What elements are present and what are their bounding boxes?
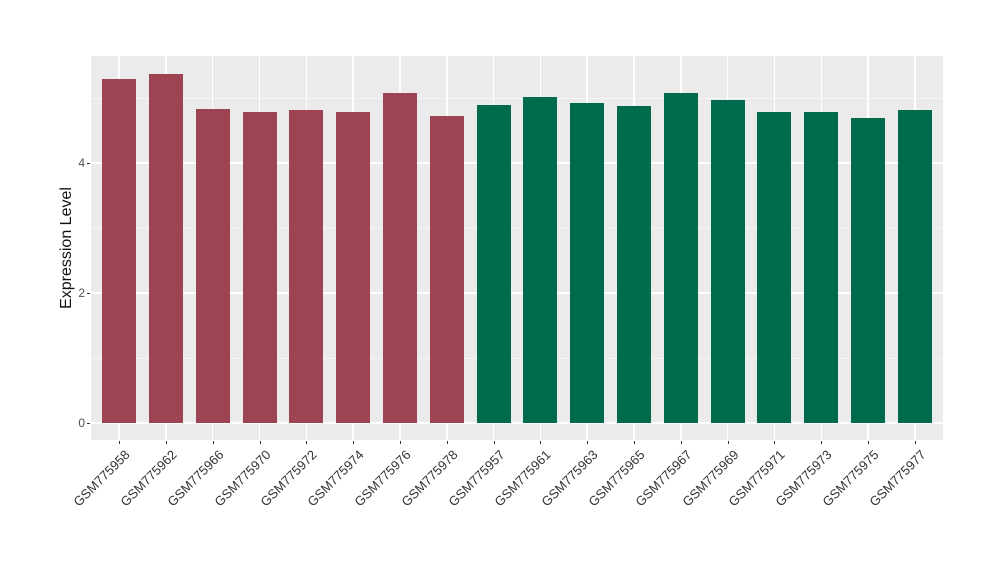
x-tick-mark xyxy=(353,441,355,444)
gridline-major-y xyxy=(91,292,943,294)
bar-GSM775967 xyxy=(663,92,698,423)
x-tick-mark xyxy=(165,441,167,444)
bar-GSM775962 xyxy=(148,73,183,423)
y-tick-label: 2 xyxy=(78,286,85,300)
bar-GSM775966 xyxy=(195,109,230,423)
gridline-minor-y xyxy=(91,97,943,99)
gridline-major-y xyxy=(91,162,943,164)
bar-GSM775976 xyxy=(382,92,417,423)
x-tick-mark xyxy=(119,441,121,444)
y-tick-mark xyxy=(87,163,90,164)
bar-GSM775963 xyxy=(570,102,605,423)
y-tick-mark xyxy=(87,423,90,424)
bar-GSM775961 xyxy=(523,96,558,423)
gridline-minor-y xyxy=(91,357,943,359)
bar-GSM775957 xyxy=(476,104,511,423)
x-tick-mark xyxy=(868,441,870,444)
x-tick-mark xyxy=(821,441,823,444)
x-tick-mark xyxy=(493,441,495,444)
plot-panel xyxy=(91,56,943,440)
bar-GSM775977 xyxy=(897,109,932,423)
x-tick-mark xyxy=(212,441,214,444)
x-tick-mark xyxy=(774,441,776,444)
y-tick-label: 4 xyxy=(78,156,85,170)
bar-GSM775975 xyxy=(851,118,886,423)
x-tick-mark xyxy=(446,441,448,444)
gridline-major-y xyxy=(91,422,943,424)
bar-GSM775978 xyxy=(429,116,464,423)
bar-GSM775971 xyxy=(757,111,792,423)
bar-GSM775970 xyxy=(242,111,277,423)
bar-GSM775969 xyxy=(710,99,745,423)
x-tick-mark xyxy=(587,441,589,444)
bar-GSM775973 xyxy=(804,112,839,423)
x-tick-mark xyxy=(399,441,401,444)
bars-layer xyxy=(91,56,943,440)
bar-GSM775958 xyxy=(102,78,137,423)
x-tick-mark xyxy=(634,441,636,444)
y-tick-mark xyxy=(87,293,90,294)
y-tick-label: 0 xyxy=(78,416,85,430)
x-tick-mark xyxy=(306,441,308,444)
x-tick-mark xyxy=(540,441,542,444)
gridline-minor-y xyxy=(91,227,943,229)
x-tick-mark xyxy=(259,441,261,444)
x-tick-mark xyxy=(680,441,682,444)
x-tick-mark xyxy=(914,441,916,444)
x-tick-mark xyxy=(727,441,729,444)
bar-GSM775972 xyxy=(289,109,324,423)
bar-GSM775965 xyxy=(617,105,652,423)
bar-GSM775974 xyxy=(336,111,371,423)
